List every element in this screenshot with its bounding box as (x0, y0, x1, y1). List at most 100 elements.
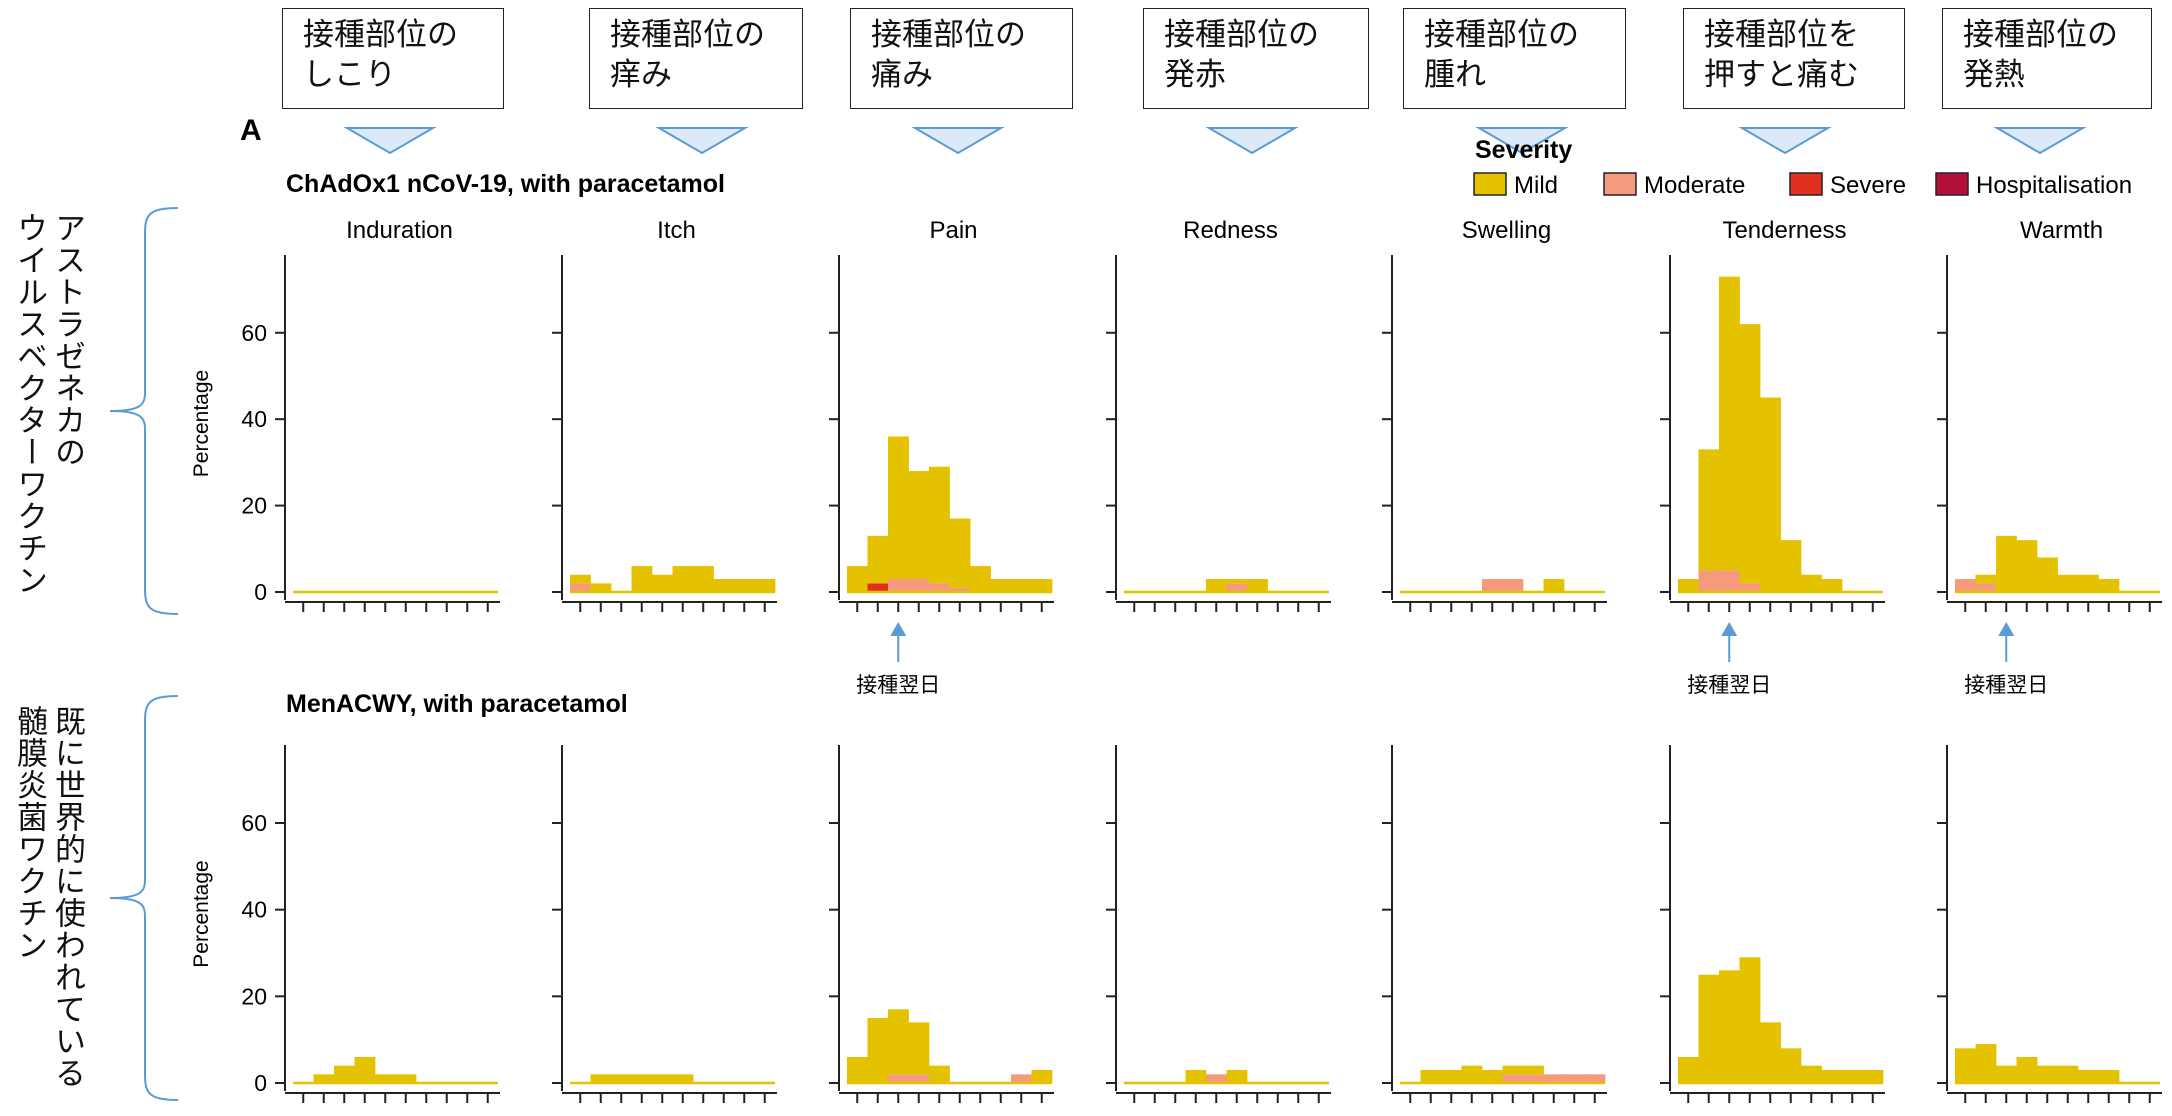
callout-pointer (1993, 127, 2087, 155)
bar-mild (1698, 449, 1720, 571)
y-tick-label: 20 (241, 983, 267, 1009)
legend: Severity Mild Moderate Severe Hospitalisatio… (1473, 136, 2132, 199)
y-tick-label: 0 (254, 579, 267, 605)
bar-mild (908, 471, 930, 580)
callout-pointer (1205, 127, 1299, 155)
next-day-arrows: 接種翌日 接種翌日 接種翌日 (856, 622, 2048, 697)
callout-line: 腫れ (1424, 57, 1486, 93)
arrow-head (1998, 622, 2015, 636)
bar-mild (1247, 579, 1268, 592)
legend-item: Severe (1789, 172, 1906, 199)
bar-mild (1780, 1048, 1802, 1083)
bar-mild (908, 1022, 930, 1075)
bar-mild (1801, 1065, 1822, 1083)
bar-mild (395, 1074, 417, 1083)
callout-box: 接種部位の しこり (282, 8, 504, 109)
y-tick-label: 20 (241, 493, 267, 519)
bar-mild (990, 579, 1012, 592)
bar-mild (672, 566, 694, 592)
arrow-head (1721, 622, 1738, 636)
bar-moderate (929, 583, 950, 592)
legend-swatch (1473, 172, 1507, 196)
bar-mild (2098, 579, 2120, 592)
bar-mild (754, 579, 776, 592)
bar-mild (1955, 1048, 1976, 1083)
panel-letter: A (240, 114, 262, 147)
bar-mild (2078, 574, 2099, 592)
bar-mild (713, 579, 735, 592)
bar-mild (570, 574, 591, 584)
bar-mild (734, 579, 755, 592)
legend-title: Severity (1475, 136, 1572, 164)
bar-mild (1226, 579, 1248, 584)
category-title: Tenderness (1722, 217, 1846, 244)
chart-panels: ChAdOx1 nCoV-19, with paracetamol Percent… (190, 170, 2162, 1103)
next-day-label: 接種翌日 (1964, 673, 2048, 697)
bar-mild (2078, 1070, 2099, 1083)
bar-mild (1821, 1070, 1843, 1083)
bar-mild (375, 1074, 396, 1083)
panel-warmth (1937, 745, 2162, 1103)
bar-mild (929, 1065, 950, 1083)
panel-swelling (1382, 745, 1607, 1103)
bar-mild (1185, 1070, 1207, 1083)
bar-mild (1206, 579, 1227, 592)
bar-mild (334, 1065, 355, 1083)
y-axis-label: Percentage (190, 370, 213, 477)
y-tick-label: 0 (254, 1070, 267, 1096)
bar-moderate (1955, 579, 1976, 592)
bar-moderate (1719, 570, 1740, 592)
legend-swatch (1603, 172, 1637, 196)
bar-mild (1801, 574, 1822, 592)
callout-pointer (655, 127, 749, 155)
legend-swatch (1789, 172, 1823, 196)
bar-moderate (1543, 1074, 1565, 1083)
bar-mild (1441, 1070, 1462, 1083)
category-title: Induration (346, 217, 453, 244)
panel-redness (1106, 745, 1331, 1103)
bar-mild (1678, 1057, 1699, 1083)
bar-mild (1226, 1070, 1248, 1083)
callout-line: 接種部位の (1164, 17, 1319, 53)
bar-mild (313, 1074, 335, 1083)
bar-mild (1996, 1065, 2017, 1083)
bar-moderate (1011, 1074, 1032, 1083)
y-tick-label: 40 (241, 897, 267, 923)
bar-mild (354, 1057, 376, 1083)
y-axis-label: Percentage (190, 860, 213, 967)
bar-mild (1821, 579, 1843, 592)
panel-itch: Itch (552, 217, 777, 612)
legend-item: Mild (1473, 172, 1558, 199)
panel-warmth: Warmth (1937, 217, 2162, 612)
bar-mild (888, 1009, 909, 1075)
next-day-marker: 接種翌日 (856, 622, 940, 697)
panel-swelling: Swelling (1382, 217, 1607, 612)
bar-moderate (888, 579, 909, 592)
bar-mild (2057, 574, 2079, 592)
callout-line: 接種部位の (1963, 17, 2118, 53)
row-note-line: 髄膜炎菌ワクチン (11, 705, 47, 961)
panel-pain (829, 745, 1054, 1103)
row-brackets (109, 207, 179, 1101)
callout-line: 痒み (610, 57, 672, 93)
bar-mild (2098, 1070, 2120, 1083)
callout-line: 痛み (871, 57, 933, 93)
bar-moderate (1523, 1074, 1544, 1083)
bar-moderate (1975, 583, 1997, 592)
bar-mild (2037, 557, 2058, 592)
bar-mild (1842, 1070, 1863, 1083)
bar-mild (1482, 1070, 1503, 1083)
panel-itch (552, 745, 777, 1103)
bar-mild (652, 1074, 673, 1083)
bar-moderate (949, 587, 971, 592)
bar-mild (1739, 324, 1761, 584)
bar-mild (1760, 397, 1781, 592)
bar-moderate (1502, 579, 1524, 592)
bar-mild (652, 574, 673, 592)
callout-box: 接種部位の 発熱 (1942, 8, 2152, 109)
category-title: Redness (1183, 217, 1278, 244)
bar-mild (611, 1074, 632, 1083)
bar-mild (2016, 1057, 2038, 1083)
next-day-marker: 接種翌日 (1687, 622, 1771, 697)
